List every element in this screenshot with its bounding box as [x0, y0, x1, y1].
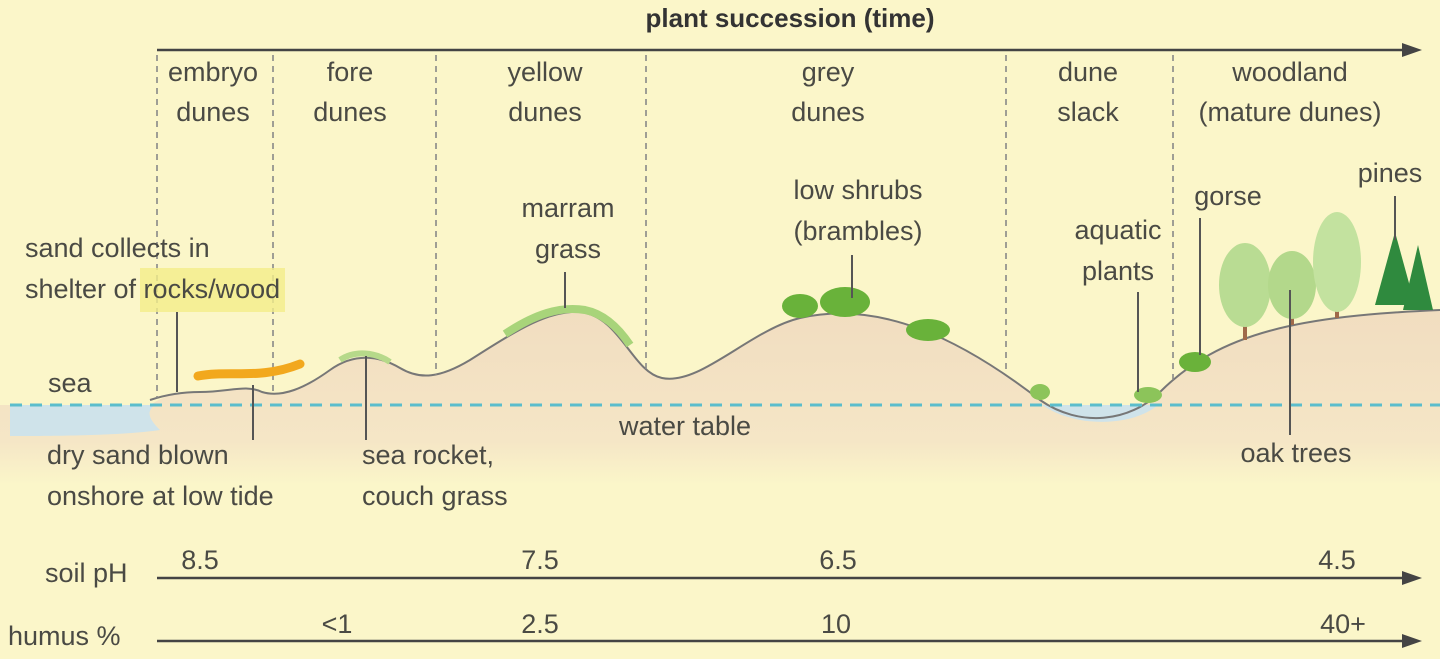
zone-lines	[156, 55, 1174, 398]
scale-value: 4.5	[1318, 545, 1356, 575]
zone-label: dunes	[508, 97, 582, 127]
zone-label: fore	[327, 57, 374, 87]
oak-trees-shapes	[1219, 212, 1361, 340]
arrow-head	[1402, 571, 1422, 585]
annotation: pines	[1358, 158, 1423, 188]
scale-label: soil pH	[45, 558, 128, 588]
zone-label: (mature dunes)	[1198, 97, 1381, 127]
brambles	[782, 287, 950, 341]
annotation: gorse	[1194, 181, 1262, 211]
annotation: couch grass	[362, 481, 508, 511]
zone-label: dunes	[791, 97, 865, 127]
scale-value: 10	[821, 609, 851, 639]
annotation: onshore at low tide	[47, 481, 274, 511]
scale-value: <1	[322, 609, 353, 639]
annotation: sand collects in	[25, 233, 210, 263]
annotation: (brambles)	[793, 216, 922, 246]
annotation: aquatic	[1074, 215, 1161, 245]
scale-value: 2.5	[521, 609, 559, 639]
zone-label: woodland	[1231, 57, 1348, 87]
zone-label: dunes	[313, 97, 387, 127]
gorse-bush	[1179, 352, 1211, 372]
scale-value: 6.5	[819, 545, 857, 575]
annotation: marram	[522, 193, 615, 223]
highlight	[140, 268, 285, 312]
annotation: grass	[535, 234, 601, 264]
scale-value: 40+	[1320, 609, 1366, 639]
annotation: sea	[48, 368, 93, 398]
annotation: sea rocket,	[362, 440, 494, 470]
scale-value: 7.5	[521, 545, 559, 575]
annotation: water table	[618, 411, 751, 441]
annotation: dry sand blown	[47, 440, 229, 470]
aquatic-plants-shapes	[1030, 384, 1162, 403]
pointer-lines	[176, 196, 1396, 440]
scale-value: 8.5	[181, 545, 219, 575]
couch-grass	[338, 350, 392, 365]
zone-label: embryo	[168, 57, 258, 87]
annotation: low shrubs	[793, 175, 922, 205]
zone-label: yellow	[507, 57, 583, 87]
zone-label: dunes	[176, 97, 250, 127]
arrow-head	[1402, 43, 1422, 57]
annotation: shelter of rocks/wood	[25, 274, 280, 304]
zone-label: slack	[1057, 97, 1119, 127]
marram-grass-plants	[502, 305, 634, 348]
zone-label: dune	[1058, 57, 1118, 87]
sea	[10, 405, 160, 436]
slack-water	[1042, 405, 1158, 422]
zone-label: grey	[802, 57, 855, 87]
pine-trees	[1375, 232, 1433, 310]
arrow-head	[1402, 634, 1422, 648]
drift-wood	[193, 359, 305, 381]
dune-profile	[0, 310, 1440, 485]
title: plant succession (time)	[646, 3, 935, 33]
annotation: plants	[1082, 256, 1154, 286]
scale-label: humus %	[8, 621, 121, 651]
annotation: oak trees	[1240, 438, 1351, 468]
